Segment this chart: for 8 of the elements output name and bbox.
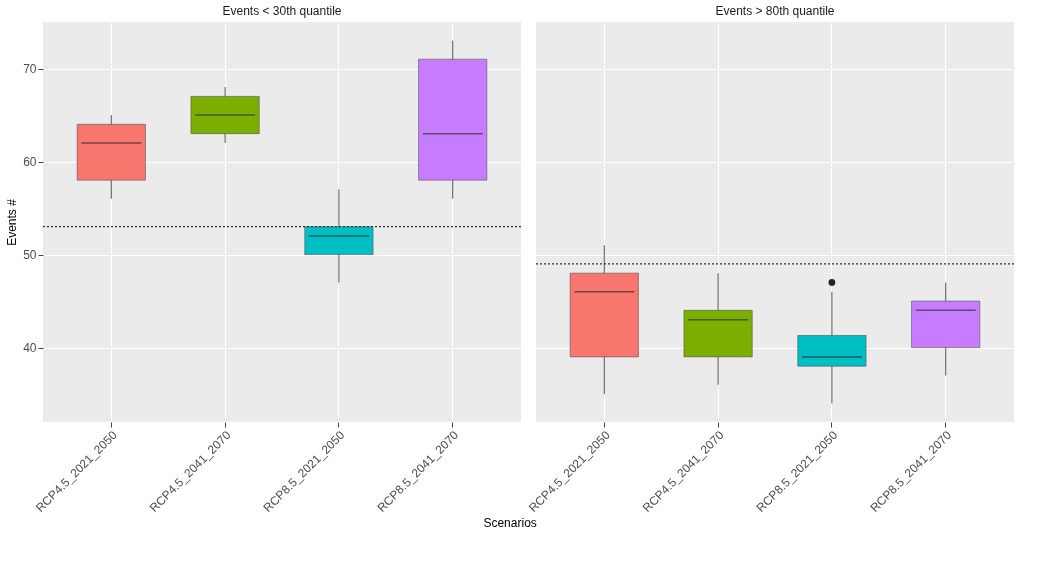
y-tick-label: 50 [23,248,37,263]
y-axis-title: Events # [5,198,20,246]
x-axis-title: Scenarios [483,515,537,530]
chart-title: Events < 30th quantile [222,4,342,18]
y-tick-label: 60 [23,155,37,170]
y-tick-label: 40 [23,341,37,356]
y-tick-label: 70 [23,62,37,77]
chart-title: Events > 80th quantile [715,4,835,18]
